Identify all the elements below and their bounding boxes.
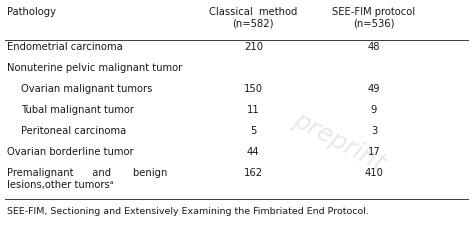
- Text: 5: 5: [250, 126, 256, 136]
- Text: Peritoneal carcinoma: Peritoneal carcinoma: [21, 126, 126, 136]
- Text: SEE-FIM, Sectioning and Extensively Examining the Fimbriated End Protocol.: SEE-FIM, Sectioning and Extensively Exam…: [7, 206, 369, 215]
- Text: Ovarian malignant tumors: Ovarian malignant tumors: [21, 84, 152, 94]
- Text: 3: 3: [371, 126, 377, 136]
- Text: Pathology: Pathology: [7, 7, 56, 17]
- Text: SEE-FIM protocol
(n=536): SEE-FIM protocol (n=536): [332, 7, 416, 28]
- Text: preprint: preprint: [289, 107, 389, 175]
- Text: 48: 48: [368, 42, 380, 52]
- Text: 49: 49: [368, 84, 380, 94]
- Text: 150: 150: [244, 84, 263, 94]
- Text: 17: 17: [368, 147, 381, 157]
- Text: 9: 9: [371, 105, 377, 115]
- Text: Nonuterine pelvic malignant tumor: Nonuterine pelvic malignant tumor: [7, 63, 182, 73]
- Text: Endometrial carcinoma: Endometrial carcinoma: [7, 42, 123, 52]
- Text: 11: 11: [247, 105, 260, 115]
- Text: 162: 162: [244, 167, 263, 177]
- Text: Classical  method
(n=582): Classical method (n=582): [209, 7, 298, 28]
- Text: Ovarian borderline tumor: Ovarian borderline tumor: [7, 147, 134, 157]
- Text: 410: 410: [365, 167, 383, 177]
- Text: 210: 210: [244, 42, 263, 52]
- Text: Premalignant      and       benign
lesions,other tumorsᵃ: Premalignant and benign lesions,other tu…: [7, 167, 167, 189]
- Text: 44: 44: [247, 147, 259, 157]
- Text: Tubal malignant tumor: Tubal malignant tumor: [21, 105, 134, 115]
